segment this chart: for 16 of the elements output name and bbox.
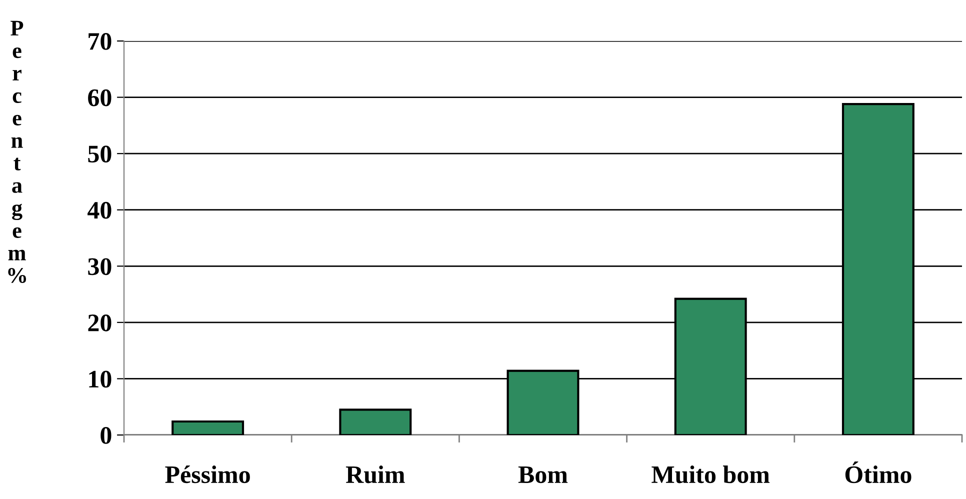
x-tick-label: Muito bom: [652, 466, 770, 484]
bar: [172, 420, 244, 435]
y-tick-label: 50: [88, 146, 112, 162]
y-tick-label: 0: [100, 427, 112, 444]
x-tick-label: Péssimo: [165, 466, 250, 484]
y-tick-label: 30: [88, 258, 112, 276]
y-tick-label: 40: [88, 202, 112, 219]
y-tick-label: 20: [88, 314, 112, 332]
x-tick-label: Ótimo: [845, 462, 912, 484]
x-tick-label: Ruim: [346, 466, 405, 484]
text: Percentagem %: [8, 20, 26, 284]
y-tick-label: 10: [89, 370, 112, 388]
y-tick-label: 60: [88, 89, 112, 106]
y-tick-label: 70: [88, 33, 112, 50]
bar: [339, 408, 412, 435]
x-tick-label: Bom: [518, 466, 568, 484]
